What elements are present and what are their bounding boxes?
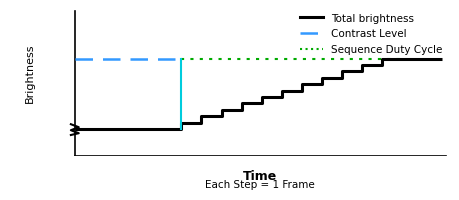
Text: Time: Time (243, 170, 278, 183)
Text: Brightness: Brightness (25, 44, 35, 103)
Text: Each Step = 1 Frame: Each Step = 1 Frame (206, 180, 315, 190)
Legend: Total brightness, Contrast Level, Sequence Duty Cycle: Total brightness, Contrast Level, Sequen… (298, 11, 445, 58)
